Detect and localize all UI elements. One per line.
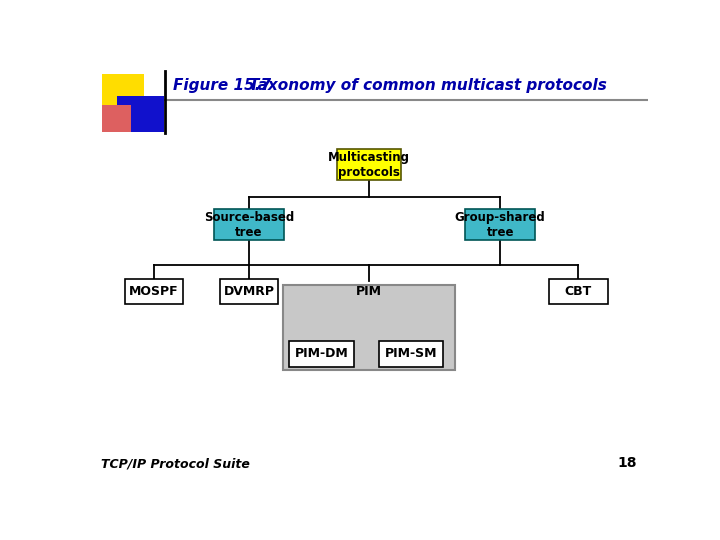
FancyBboxPatch shape xyxy=(289,341,354,367)
Text: DVMRP: DVMRP xyxy=(223,285,274,298)
FancyBboxPatch shape xyxy=(549,279,608,305)
Text: CBT: CBT xyxy=(564,285,592,298)
FancyBboxPatch shape xyxy=(337,149,401,180)
Text: PIM: PIM xyxy=(356,285,382,298)
Text: Figure 15.7: Figure 15.7 xyxy=(173,78,271,93)
Text: PIM-DM: PIM-DM xyxy=(294,347,348,360)
FancyBboxPatch shape xyxy=(125,279,184,305)
Text: Multicasting
protocols: Multicasting protocols xyxy=(328,151,410,179)
Text: MOSPF: MOSPF xyxy=(130,285,179,298)
FancyBboxPatch shape xyxy=(214,210,284,240)
FancyBboxPatch shape xyxy=(102,75,144,109)
Text: Source-based
tree: Source-based tree xyxy=(204,211,294,239)
Text: Group-shared
tree: Group-shared tree xyxy=(455,211,546,239)
FancyBboxPatch shape xyxy=(102,105,131,132)
FancyBboxPatch shape xyxy=(282,285,456,370)
FancyBboxPatch shape xyxy=(117,96,164,132)
FancyBboxPatch shape xyxy=(465,210,535,240)
FancyBboxPatch shape xyxy=(379,341,443,367)
FancyBboxPatch shape xyxy=(220,279,279,305)
Text: 18: 18 xyxy=(617,456,637,470)
Text: PIM-SM: PIM-SM xyxy=(384,347,437,360)
Text: Taxonomy of common multicast protocols: Taxonomy of common multicast protocols xyxy=(249,78,607,93)
Text: TCP/IP Protocol Suite: TCP/IP Protocol Suite xyxy=(101,457,250,470)
